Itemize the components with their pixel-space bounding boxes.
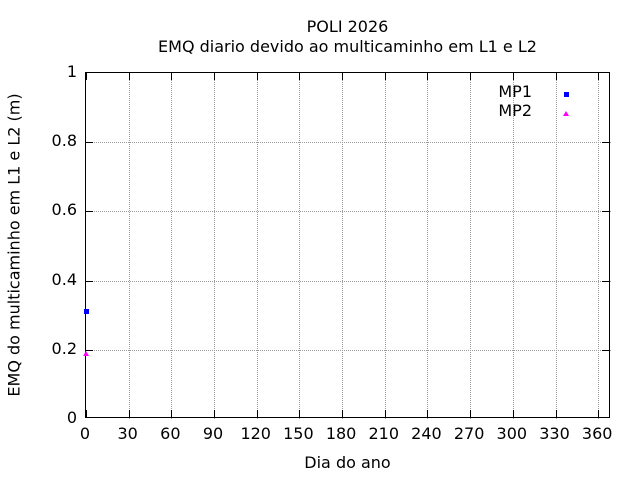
legend-marker-mp1 bbox=[563, 91, 569, 97]
x-tick-label: 150 bbox=[283, 424, 314, 443]
x-tick-mark-top bbox=[171, 73, 173, 80]
y-tick-mark bbox=[86, 280, 93, 282]
legend-label-mp1: MP1 bbox=[498, 82, 532, 101]
x-tick-mark bbox=[214, 410, 216, 417]
plot-area bbox=[83, 72, 611, 419]
grid-line-vertical bbox=[171, 73, 173, 419]
x-tick-mark bbox=[342, 410, 344, 417]
x-tick-mark bbox=[384, 410, 386, 417]
grid-line-vertical bbox=[128, 73, 130, 419]
grid-line-vertical bbox=[598, 73, 600, 419]
x-tick-label: 330 bbox=[539, 424, 570, 443]
x-tick-label: 240 bbox=[411, 424, 442, 443]
y-axis-label: EMQ do multicaminho em L1 e L2 (m) bbox=[4, 93, 24, 397]
y-tick-mark-right bbox=[602, 211, 609, 213]
grid-line-horizontal bbox=[86, 142, 611, 144]
data-point-mp2 bbox=[83, 350, 89, 356]
x-tick-mark bbox=[256, 410, 258, 417]
legend-marker-mp2 bbox=[563, 110, 569, 116]
x-axis-label: Dia do ano bbox=[304, 453, 391, 472]
x-tick-mark bbox=[128, 410, 130, 417]
x-tick-label: 30 bbox=[117, 424, 138, 443]
chart-title-block: POLI 2026 EMQ diario devido ao multicami… bbox=[85, 17, 610, 57]
grid-line-vertical bbox=[555, 73, 557, 419]
chart-subtitle: EMQ diario devido ao multicaminho em L1 … bbox=[158, 37, 537, 56]
grid-line-horizontal bbox=[86, 280, 611, 282]
x-tick-mark-top bbox=[86, 73, 87, 80]
y-tick-mark-right bbox=[602, 280, 609, 282]
x-tick-label: 210 bbox=[368, 424, 400, 443]
x-tick-mark bbox=[171, 410, 173, 417]
x-tick-mark bbox=[470, 410, 472, 417]
x-tick-label: 360 bbox=[581, 424, 613, 443]
x-tick-mark-top bbox=[299, 73, 301, 80]
x-tick-mark bbox=[427, 410, 429, 417]
y-tick-label: 1 bbox=[66, 62, 77, 81]
y-tick-mark bbox=[86, 349, 93, 351]
x-tick-label: 90 bbox=[202, 424, 224, 443]
x-tick-label: 300 bbox=[496, 424, 528, 443]
y-tick-label: 0.8 bbox=[51, 131, 77, 151]
x-tick-mark-top bbox=[342, 73, 344, 80]
y-tick-label: 0.4 bbox=[51, 269, 77, 289]
grid-line-vertical bbox=[256, 73, 258, 419]
x-tick-label: 0 bbox=[79, 424, 91, 443]
grid-line-vertical bbox=[512, 73, 514, 419]
x-tick-label: 180 bbox=[325, 424, 357, 443]
y-tick-label: 0.6 bbox=[51, 200, 77, 220]
legend-label-mp2: MP2 bbox=[498, 101, 532, 120]
y-tick-mark-right bbox=[602, 349, 609, 351]
grid-line-vertical bbox=[470, 73, 472, 419]
x-tick-mark bbox=[299, 410, 301, 417]
x-tick-mark-top bbox=[256, 73, 258, 80]
x-tick-mark-top bbox=[128, 73, 130, 80]
x-tick-mark-top bbox=[427, 73, 429, 80]
grid-line-vertical bbox=[384, 73, 386, 419]
x-tick-label: 120 bbox=[240, 424, 271, 443]
grid-line-horizontal bbox=[86, 211, 611, 213]
x-tick-mark-top bbox=[470, 73, 472, 80]
grid-line-vertical bbox=[427, 73, 429, 419]
x-tick-mark-top bbox=[214, 73, 216, 80]
chart-title: POLI 2026 bbox=[306, 17, 389, 36]
x-tick-mark bbox=[555, 410, 557, 417]
x-tick-label: 60 bbox=[160, 424, 181, 443]
grid-line-vertical bbox=[342, 73, 344, 419]
x-tick-mark-top bbox=[555, 73, 557, 80]
x-tick-mark-top bbox=[512, 73, 514, 80]
x-tick-mark-top bbox=[598, 73, 600, 80]
y-tick-mark-right bbox=[602, 142, 609, 144]
x-tick-mark bbox=[512, 410, 514, 417]
grid-line-vertical bbox=[214, 73, 216, 419]
data-point-mp1 bbox=[83, 309, 89, 315]
x-tick-mark-top bbox=[384, 73, 386, 80]
grid-line-vertical bbox=[299, 73, 301, 419]
y-tick-label: 0.2 bbox=[51, 338, 77, 358]
x-tick-label: 270 bbox=[453, 424, 485, 443]
grid-line-horizontal bbox=[86, 349, 611, 351]
y-tick-mark bbox=[86, 211, 93, 213]
y-tick-label: 0 bbox=[66, 408, 77, 427]
x-tick-mark bbox=[598, 410, 600, 417]
x-tick-mark bbox=[86, 410, 87, 417]
y-tick-mark bbox=[86, 142, 93, 144]
